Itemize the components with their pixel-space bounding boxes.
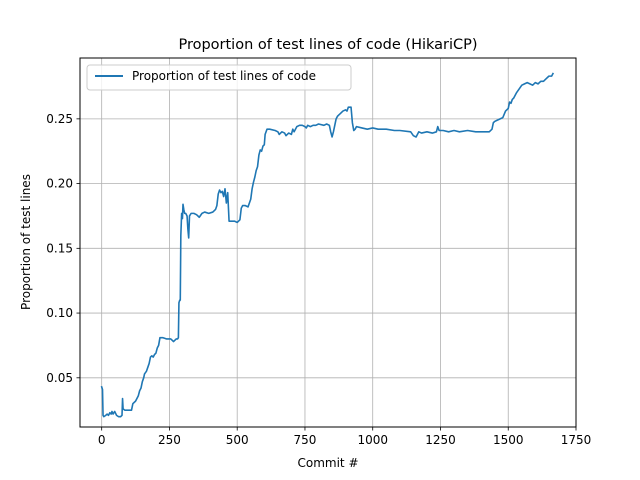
y-tick-label: 0.20 (46, 177, 73, 191)
legend-box (86, 64, 352, 91)
x-tick-label: 750 (294, 433, 317, 447)
x-axis-label: Commit # (297, 456, 358, 470)
y-axis-label: Proportion of test lines (19, 174, 33, 310)
x-tick-label: 1500 (493, 433, 524, 447)
legend: Proportion of test lines of code (86, 64, 352, 91)
series-layer (100, 72, 555, 418)
x-tick-label: 0 (98, 433, 106, 447)
x-tick-label: 250 (158, 433, 181, 447)
x-tick-label: 1000 (357, 433, 388, 447)
x-tick-label: 1250 (425, 433, 456, 447)
y-tick-label: 0.05 (46, 371, 73, 385)
legend-label: Proportion of test lines of code (132, 69, 316, 83)
series-line (100, 72, 555, 418)
y-tick-label: 0.25 (46, 112, 73, 126)
axis-ticks: 0 250 500 750 1000 1250 1500 1750 0.05 0.10 0.15 0.… (46, 112, 591, 447)
chart-title: Proportion of test lines of code (Hikari… (178, 37, 477, 53)
y-tick-label: 0.10 (46, 306, 73, 320)
x-tick-label: 500 (226, 433, 249, 447)
y-tick-label: 0.15 (46, 241, 73, 255)
plot-frame (79, 57, 577, 428)
x-tick-label: 1750 (561, 433, 592, 447)
